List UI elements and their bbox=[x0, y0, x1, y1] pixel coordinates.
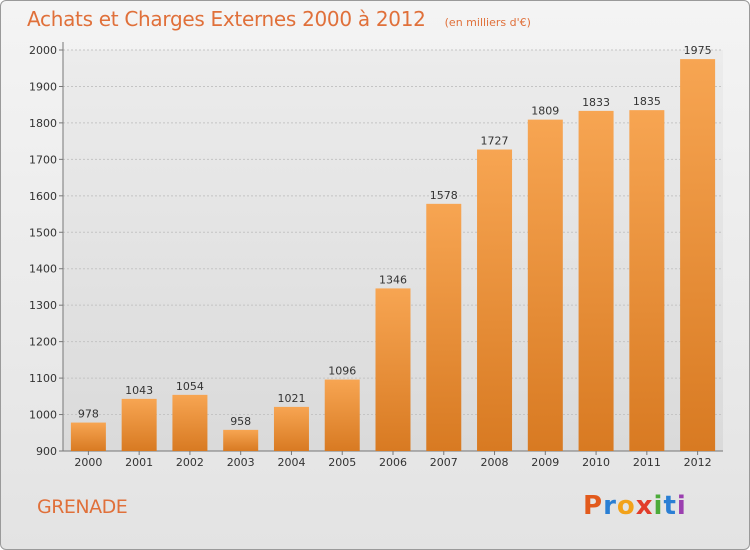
logo-letter: o bbox=[616, 491, 636, 521]
y-tick-label: 1900 bbox=[29, 80, 57, 93]
chart-subtitle: (en milliers d'€) bbox=[444, 16, 531, 29]
bar bbox=[527, 119, 563, 452]
bar bbox=[223, 429, 259, 451]
logo-letter: i bbox=[676, 491, 687, 521]
data-label: 1054 bbox=[176, 380, 204, 393]
y-tick-label: 1700 bbox=[29, 153, 57, 166]
data-label: 1833 bbox=[582, 96, 610, 109]
x-tick-label: 2000 bbox=[74, 456, 102, 469]
data-label: 1043 bbox=[125, 384, 153, 397]
proxiti-logo: Proxiti bbox=[583, 491, 687, 521]
bar bbox=[426, 203, 462, 451]
bar bbox=[273, 406, 309, 451]
x-tick-label: 2008 bbox=[481, 456, 509, 469]
data-label: 1096 bbox=[328, 365, 356, 378]
x-tick-label: 2010 bbox=[582, 456, 610, 469]
y-tick-label: 2000 bbox=[29, 44, 57, 57]
y-tick-label: 1100 bbox=[29, 372, 57, 385]
data-label: 1578 bbox=[430, 189, 458, 202]
x-tick-label: 2006 bbox=[379, 456, 407, 469]
bar bbox=[680, 59, 716, 451]
data-label: 1727 bbox=[481, 135, 509, 148]
bar bbox=[324, 379, 360, 451]
x-tick-label: 2003 bbox=[227, 456, 255, 469]
x-tick-label: 2005 bbox=[328, 456, 356, 469]
x-tick-label: 2007 bbox=[430, 456, 458, 469]
bar bbox=[629, 110, 665, 452]
data-label: 1975 bbox=[684, 44, 712, 57]
bar bbox=[70, 422, 106, 451]
data-label: 1809 bbox=[531, 105, 559, 118]
y-tick-label: 1000 bbox=[29, 409, 57, 422]
title-row: Achats et Charges Externes 2000 à 2012 (… bbox=[27, 7, 531, 31]
x-tick-label: 2004 bbox=[277, 456, 305, 469]
x-tick-label: 2011 bbox=[633, 456, 661, 469]
logo-letter: x bbox=[635, 491, 654, 521]
data-label: 978 bbox=[78, 408, 99, 421]
data-label: 1021 bbox=[277, 392, 305, 405]
logo-letter: t bbox=[663, 491, 677, 521]
y-tick-label: 1600 bbox=[29, 190, 57, 203]
bar bbox=[578, 110, 614, 451]
y-tick-label: 1800 bbox=[29, 117, 57, 130]
logo-letter: P bbox=[583, 491, 604, 521]
y-tick-label: 1200 bbox=[29, 336, 57, 349]
x-tick-label: 2009 bbox=[531, 456, 559, 469]
bar bbox=[172, 394, 208, 451]
y-tick-label: 1500 bbox=[29, 226, 57, 239]
logo-letter: r bbox=[603, 491, 617, 521]
data-label: 958 bbox=[230, 415, 251, 428]
place-name: GRENADE bbox=[37, 496, 128, 518]
bar bbox=[477, 149, 513, 451]
logo-letter: i bbox=[653, 491, 664, 521]
data-label: 1835 bbox=[633, 95, 661, 108]
bar bbox=[375, 288, 411, 451]
x-tick-label: 2001 bbox=[125, 456, 153, 469]
chart-title: Achats et Charges Externes 2000 à 2012 bbox=[27, 7, 426, 31]
x-tick-label: 2002 bbox=[176, 456, 204, 469]
bar bbox=[121, 398, 157, 451]
x-tick-label: 2012 bbox=[684, 456, 712, 469]
y-tick-label: 1400 bbox=[29, 263, 57, 276]
data-label: 1346 bbox=[379, 273, 407, 286]
y-tick-label: 1300 bbox=[29, 299, 57, 312]
y-tick-label: 900 bbox=[36, 445, 57, 458]
